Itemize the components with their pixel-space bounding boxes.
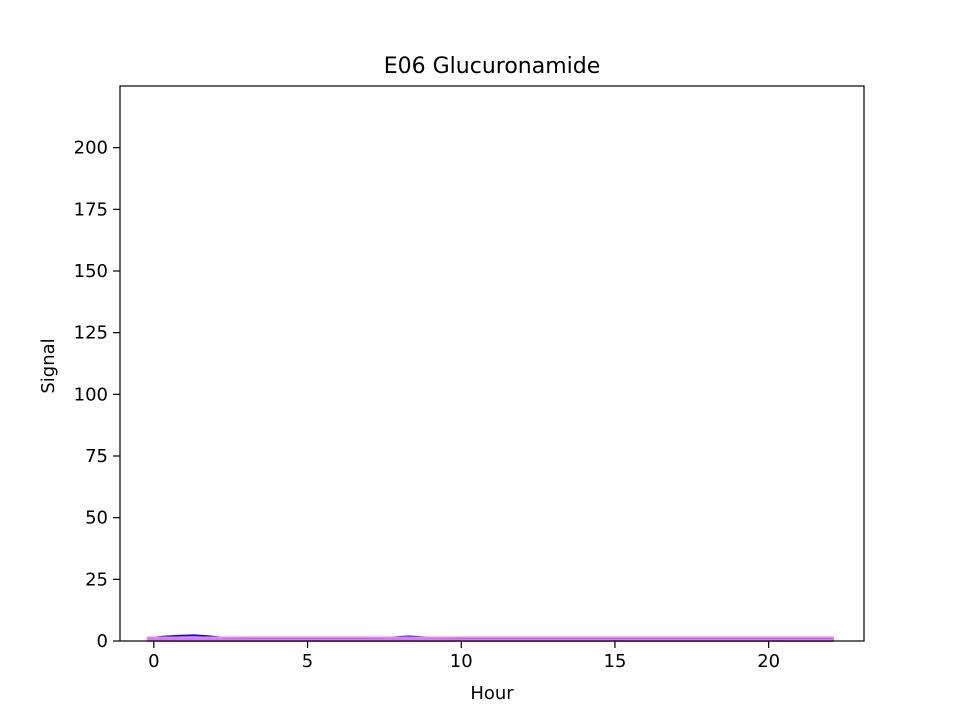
x-axis-label: Hour — [470, 683, 514, 704]
chart-title: E06 Glucuronamide — [384, 54, 601, 79]
y-tick-label: 125 — [74, 323, 108, 344]
y-tick-label: 175 — [74, 199, 108, 220]
y-tick-label: 100 — [74, 384, 108, 405]
y-tick-label: 150 — [74, 261, 108, 282]
x-tick-label: 20 — [757, 651, 780, 672]
y-tick-label: 200 — [74, 138, 108, 159]
y-tick-label: 0 — [97, 631, 108, 652]
plot-frame — [119, 85, 865, 642]
y-axis-label: Signal — [38, 338, 59, 393]
series-area-1 — [146, 636, 835, 642]
x-tick-label: 10 — [450, 651, 473, 672]
y-tick-label: 25 — [85, 569, 108, 590]
y-axis: 0 25 50 75 100 125 150 175 200 — [74, 138, 120, 652]
x-tick-label: 0 — [148, 651, 159, 672]
y-tick-label: 75 — [85, 446, 108, 467]
series-layer — [146, 634, 835, 642]
y-tick-label: 50 — [85, 508, 108, 529]
x-axis: 0 5 10 15 20 — [148, 641, 780, 672]
x-tick-label: 15 — [604, 651, 627, 672]
x-tick-label: 5 — [302, 651, 313, 672]
